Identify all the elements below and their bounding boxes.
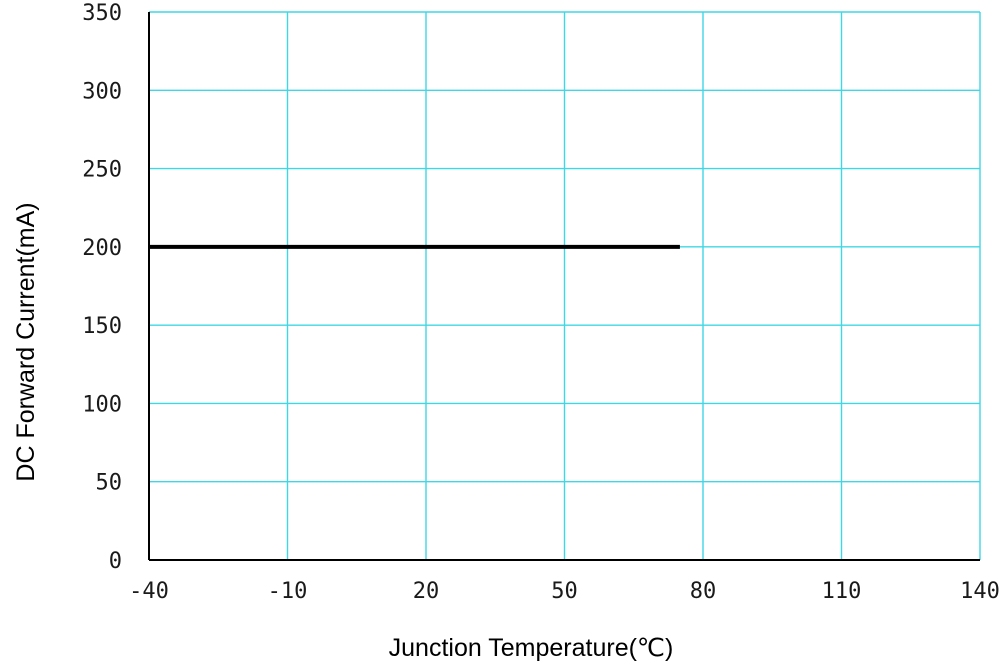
axes xyxy=(148,12,980,561)
x-tick-label: 20 xyxy=(413,579,440,604)
x-axis-title: Junction Temperature(℃) xyxy=(389,634,674,662)
x-tick-labels: -40 -10 20 50 80 110 140 xyxy=(129,579,1000,604)
y-tick-label: 300 xyxy=(82,79,122,104)
x-tick-label: 80 xyxy=(690,579,717,604)
y-tick-label: 250 xyxy=(82,158,122,183)
y-tick-label: 0 xyxy=(109,549,122,574)
y-tick-label: 100 xyxy=(82,392,122,417)
y-tick-labels: 0 50 100 150 200 250 300 350 xyxy=(82,1,122,574)
y-tick-label: 200 xyxy=(82,236,122,261)
y-axis-title: DC Forward Current(mA) xyxy=(12,202,40,481)
x-tick-label: 140 xyxy=(960,579,1000,604)
x-tick-label: -10 xyxy=(268,579,308,604)
x-tick-label: 50 xyxy=(551,579,578,604)
y-tick-label: 50 xyxy=(96,471,123,496)
x-tick-label: 110 xyxy=(822,579,862,604)
x-tick-label: -40 xyxy=(129,579,169,604)
y-tick-label: 150 xyxy=(82,314,122,339)
horizontal-gridlines xyxy=(149,11,980,483)
vertical-gridlines xyxy=(286,12,981,560)
y-tick-label: 350 xyxy=(82,1,122,26)
